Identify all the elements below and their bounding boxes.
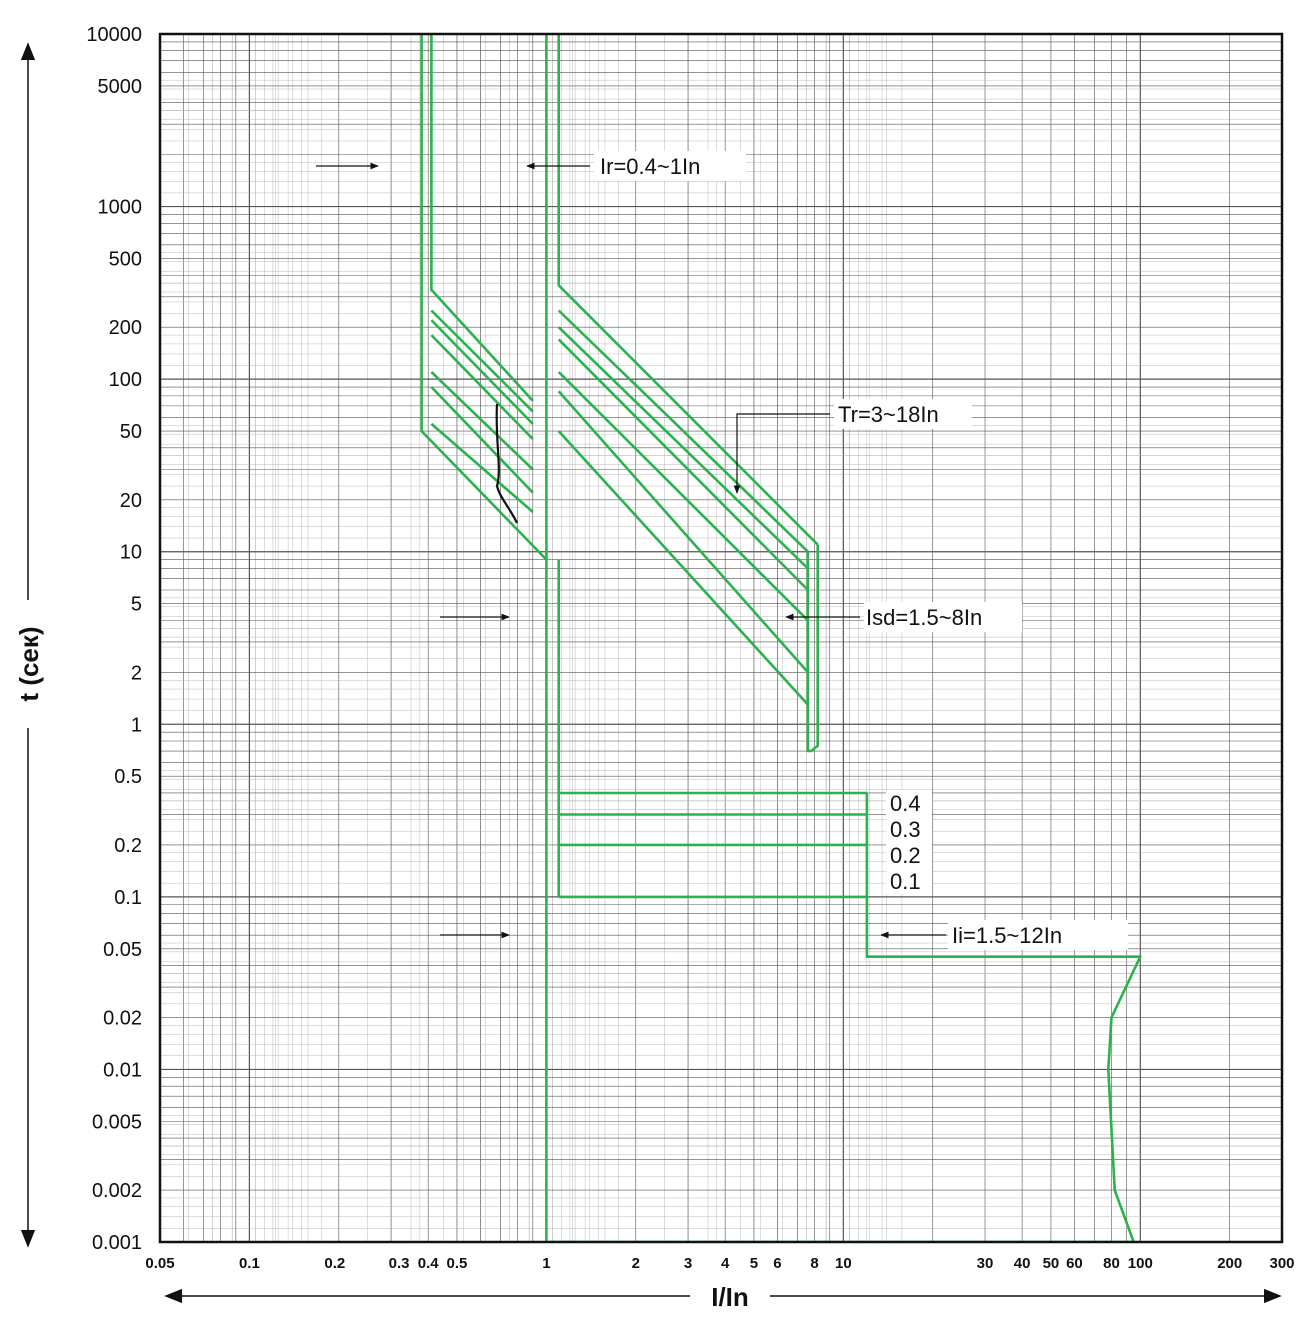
x-tick-label: 2 — [632, 1255, 640, 1272]
x-axis-title: I/In — [711, 1282, 749, 1312]
y-tick-labels: 10000 5000 1000 500 200 100 50 20 10 5 2 1 0.5 0.2 0.1… — [86, 24, 142, 1254]
y-tick-label: 1 — [131, 714, 142, 736]
y-tick-label: 0.002 — [92, 1180, 142, 1202]
trip-curve-14 — [557, 390, 809, 674]
x-tick-label: 80 — [1103, 1255, 1120, 1272]
annotation-isd-label: Isd=1.5~8In — [866, 605, 982, 630]
annotation-ir: Ir=0.4~1In — [316, 151, 746, 181]
x-tick-label: 8 — [810, 1255, 818, 1272]
x-tick-label: 1 — [542, 1255, 550, 1272]
x-tick-label: 4 — [721, 1255, 730, 1272]
delay-label-0.3: 0.3 — [890, 817, 921, 842]
y-tick-label: 10 — [120, 542, 142, 564]
y-tick-label: 0.005 — [92, 1111, 142, 1133]
trip-curve-16 — [806, 544, 820, 753]
x-tick-label: 10 — [835, 1255, 852, 1272]
trip-curve-7 — [430, 422, 534, 513]
x-tick-label: 6 — [773, 1255, 781, 1272]
trip-curve-13 — [557, 371, 809, 622]
y-tick-label: 100 — [109, 369, 142, 391]
x-tick-label: 60 — [1066, 1255, 1083, 1272]
annotation-isd: Isd=1.5~8In — [440, 602, 1022, 632]
x-tick-label: 5 — [750, 1255, 758, 1272]
y-axis-title: t (сек) — [14, 626, 44, 701]
trip-curve-12 — [557, 338, 809, 591]
x-tick-label: 0.3 — [389, 1255, 410, 1272]
x-tick-label: 0.1 — [239, 1255, 260, 1272]
y-tick-label: 20 — [120, 490, 142, 512]
x-tick-label: 40 — [1014, 1255, 1031, 1272]
y-tick-label: 0.02 — [103, 1007, 142, 1029]
trip-curve-8 — [545, 34, 1134, 1242]
x-tick-label: 0.05 — [145, 1255, 174, 1272]
short-time-delay-labels: 0.4 0.3 0.2 0.1 — [886, 790, 932, 894]
annotation-ii-label: Ii=1.5~12In — [952, 923, 1062, 948]
plot-frame — [158, 32, 1284, 1244]
annotation-ir-label: Ir=0.4~1In — [600, 154, 700, 179]
y-tick-label: 0.001 — [92, 1232, 142, 1254]
trip-curve-11 — [557, 326, 809, 570]
delay-label-0.4: 0.4 — [890, 791, 921, 816]
trip-curve-6 — [430, 386, 534, 494]
y-tick-label: 5000 — [98, 76, 143, 98]
y-tick-label: 0.2 — [114, 835, 142, 857]
x-tick-label: 3 — [684, 1255, 692, 1272]
trip-curve-0 — [420, 34, 548, 561]
x-tick-label: 0.4 — [418, 1255, 440, 1272]
x-tick-label: 300 — [1269, 1255, 1294, 1272]
x-tick-label: 0.2 — [324, 1255, 345, 1272]
tr-band-connector-curve — [495, 403, 518, 524]
delay-label-0.2: 0.2 — [890, 843, 921, 868]
trip-curve-2 — [430, 309, 534, 413]
trip-curve-5 — [430, 371, 534, 471]
grid — [159, 34, 1283, 1243]
y-tick-label: 1000 — [98, 197, 143, 219]
trip-curve-4 — [430, 334, 534, 440]
y-tick-label: 0.5 — [114, 766, 142, 788]
y-tick-label: 200 — [109, 317, 142, 339]
annotation-tr-label: Tr=3~18In — [838, 402, 939, 427]
x-tick-label: 0.5 — [447, 1255, 468, 1272]
trip-curve-1 — [430, 34, 534, 402]
annotation-tr: Tr=3~18In — [733, 399, 972, 494]
y-tick-label: 10000 — [86, 24, 142, 46]
y-tick-label: 50 — [120, 421, 142, 443]
y-tick-label: 0.1 — [114, 887, 142, 909]
x-tick-label: 50 — [1043, 1255, 1060, 1272]
trip-curve-15 — [557, 430, 809, 706]
y-tick-label: 0.05 — [103, 939, 142, 961]
x-tick-label: 200 — [1217, 1255, 1242, 1272]
annotation-ii: Ii=1.5~12In — [440, 920, 1128, 950]
x-tick-labels: 0.05 0.1 0.2 0.3 0.4 0.5 1 2 3 4 5 6 8 10 30 40 50 60 80 10… — [145, 1255, 1294, 1272]
x-tick-label: 30 — [977, 1255, 994, 1272]
trip-curve-3 — [430, 319, 534, 425]
trip-curve-22 — [865, 793, 1142, 1242]
curves — [420, 34, 1142, 1242]
y-tick-label: 5 — [131, 594, 142, 616]
delay-label-0.1: 0.1 — [890, 869, 921, 894]
y-tick-label: 500 — [109, 249, 142, 271]
trip-curve-10 — [557, 309, 809, 553]
trip-curve-9 — [557, 34, 819, 546]
x-tick-label: 100 — [1128, 1255, 1153, 1272]
y-tick-label: 2 — [131, 662, 142, 684]
y-tick-label: 0.01 — [103, 1059, 142, 1081]
